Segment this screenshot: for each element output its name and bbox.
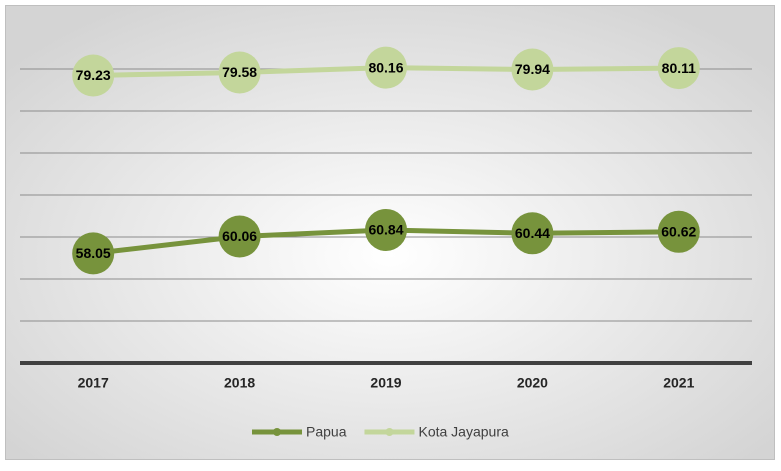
data-label: 80.11: [662, 60, 696, 76]
data-label: 60.84: [368, 222, 403, 238]
legend-label: Papua: [306, 424, 347, 440]
marker: [365, 46, 407, 89]
data-label: 80.16: [368, 59, 403, 75]
marker: [511, 212, 554, 255]
marker: [511, 48, 554, 91]
marker: [657, 210, 700, 253]
x-tick-label: 2021: [663, 375, 694, 391]
marker: [218, 215, 261, 258]
x-tick-label: 2018: [224, 375, 255, 391]
marker: [72, 54, 115, 97]
x-tick-label: 2020: [517, 375, 548, 391]
data-label: 58.05: [76, 245, 111, 261]
x-tick-label: 2019: [370, 375, 401, 391]
data-label: 79.94: [515, 61, 550, 77]
marker: [218, 51, 261, 94]
data-label: 60.06: [222, 228, 257, 244]
data-label: 60.44: [515, 225, 550, 241]
marker: [365, 208, 407, 251]
legend-label: Kota Jayapura: [418, 424, 508, 440]
marker: [657, 47, 700, 90]
legend-marker: [385, 428, 394, 436]
data-label: 79.58: [222, 64, 257, 80]
x-tick-label: 2017: [78, 375, 109, 391]
data-label: 60.62: [661, 223, 696, 239]
legend-marker: [273, 428, 281, 436]
data-label: 79.23: [76, 67, 111, 83]
marker: [72, 232, 115, 275]
